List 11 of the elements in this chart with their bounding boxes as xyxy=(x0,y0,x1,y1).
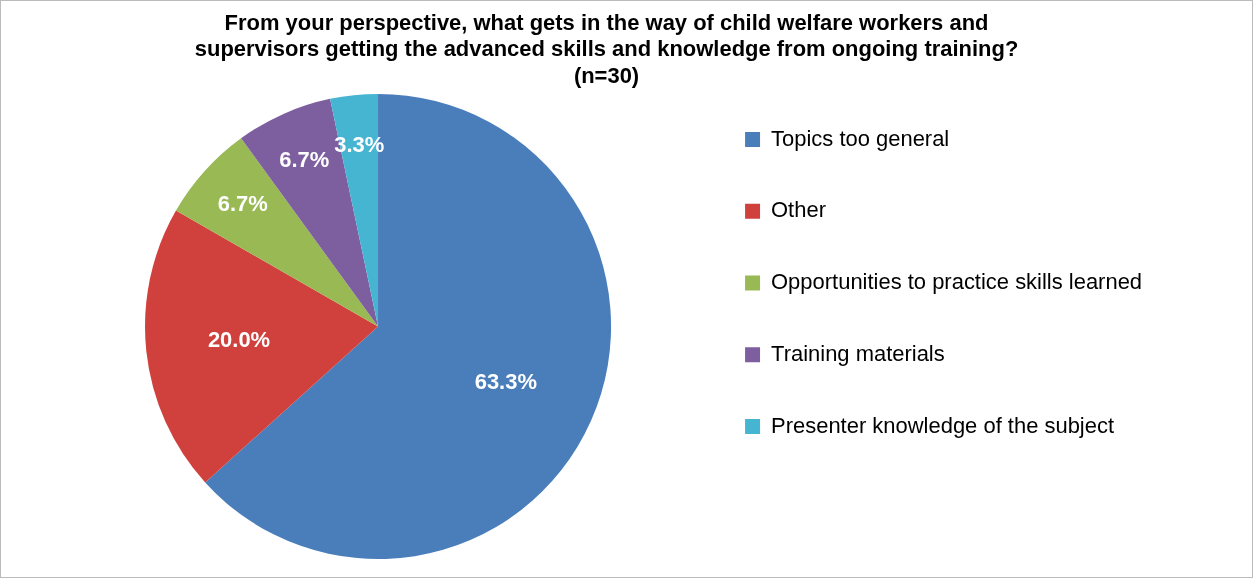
data-label: 3.3% xyxy=(334,132,385,158)
legend-label: Other xyxy=(771,197,826,223)
legend-label: Topics too general xyxy=(771,125,950,151)
legend-label: Opportunities to practice skills learned xyxy=(771,269,1143,295)
chart-title: From your perspective, what gets in the way of child welfare workers and supervisors getting the advanced skills and knowledge from ongoing training? (n=30) xyxy=(194,10,1019,88)
legend-label: Presenter knowledge of the subject xyxy=(771,412,1115,438)
data-label: 6.7% xyxy=(217,191,268,217)
data-label: 63.3% xyxy=(474,369,537,395)
data-label: 6.7% xyxy=(279,146,330,172)
data-label: 20.0% xyxy=(207,327,271,353)
legend-label: Training materials xyxy=(771,340,945,366)
